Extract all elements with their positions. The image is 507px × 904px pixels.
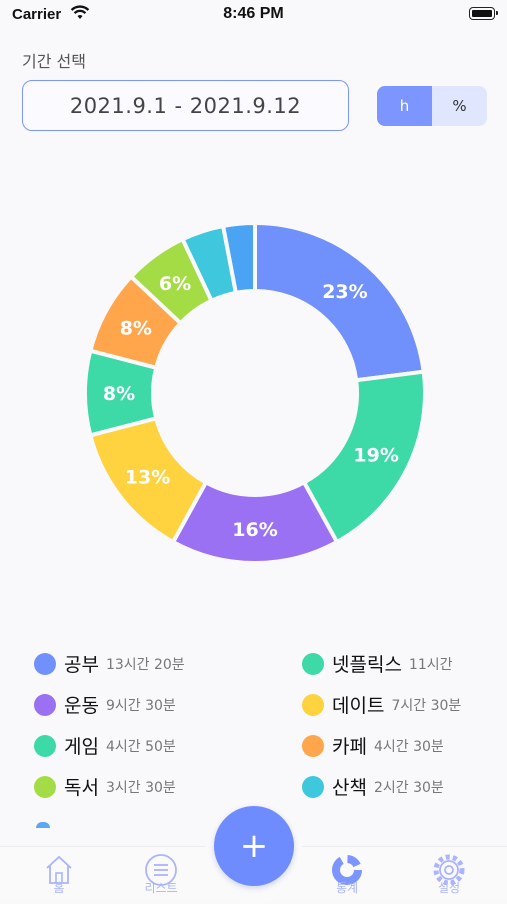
legend-item: 산책 2시간 30분 xyxy=(302,773,444,800)
unit-toggle: h % xyxy=(377,86,487,126)
legend-color-dot xyxy=(302,652,324,675)
period-label: 기간 선택 xyxy=(22,52,86,71)
tab-stats-label: 통계 xyxy=(335,881,359,895)
battery-icon xyxy=(469,7,498,20)
home-icon xyxy=(46,855,72,884)
status-bar: Carrier 8:46 PM xyxy=(0,0,507,32)
legend-item: 공부 13시간 20분 xyxy=(34,650,185,677)
donut-chart: 23% 19% 16% 13% 8% 8% 6% xyxy=(0,150,507,630)
gear-icon xyxy=(433,854,465,886)
legend-color-dot xyxy=(302,775,324,798)
legend-name: 공부 xyxy=(64,654,99,676)
legend-duration: 9시간 30분 xyxy=(105,697,176,714)
donut-slice-label-6: 8% xyxy=(120,317,152,339)
donut-slice-label-3: 16% xyxy=(232,519,277,541)
legend-duration: 4시간 50분 xyxy=(105,738,176,755)
donut-slice-label-4: 13% xyxy=(125,466,170,488)
legend-item: 데이트 7시간 30분 xyxy=(302,691,461,718)
legend-duration: 3시간 30분 xyxy=(105,779,176,796)
tab-settings[interactable]: 설정 xyxy=(419,853,479,897)
period-date-range-field[interactable]: 2021.9.1 - 2021.9.12 xyxy=(22,80,349,131)
donut-chart-svg: 23% 19% 16% 13% 8% 8% 6% xyxy=(83,220,427,565)
legend-duration: 11시간 xyxy=(408,656,453,673)
donut-slice-1 xyxy=(253,220,426,383)
unit-percent-button[interactable]: % xyxy=(452,97,467,115)
tab-list[interactable]: 리스트 xyxy=(131,853,191,897)
legend-color-dot xyxy=(34,693,56,716)
unit-hours-button[interactable]: h xyxy=(377,86,432,126)
status-time: 8:46 PM xyxy=(223,5,284,22)
legend-color-dot xyxy=(34,652,56,675)
legend-name: 산책 xyxy=(332,777,367,799)
tab-home-label: 홈 xyxy=(53,881,65,895)
list-icon xyxy=(145,854,177,886)
legend-duration: 4시간 30분 xyxy=(373,738,444,755)
legend-color-dot xyxy=(34,734,56,757)
legend-color-dot xyxy=(34,775,56,798)
donut-slice-label-2: 19% xyxy=(353,445,398,467)
next-legend-dot-partial xyxy=(36,822,50,828)
tab-settings-label: 설정 xyxy=(437,881,461,895)
legend-name: 독서 xyxy=(64,777,99,799)
donut-slice-label-5: 8% xyxy=(103,383,135,405)
add-record-button[interactable]: + xyxy=(214,806,294,886)
legend-color-dot xyxy=(302,693,324,716)
legend-duration: 7시간 30분 xyxy=(391,697,462,714)
legend-name: 넷플릭스 xyxy=(332,654,402,676)
carrier-label: Carrier xyxy=(12,6,62,23)
legend-name: 게임 xyxy=(64,736,99,758)
donut-slice-9 xyxy=(220,220,257,296)
legend-item: 운동 9시간 30분 xyxy=(34,691,176,718)
legend-duration: 2시간 30분 xyxy=(373,779,444,796)
tab-list-label: 리스트 xyxy=(144,881,178,895)
tab-stats[interactable]: 통계 xyxy=(317,853,377,897)
wifi-icon xyxy=(70,5,90,25)
legend-name: 데이트 xyxy=(332,695,385,717)
legend-item: 넷플릭스 11시간 xyxy=(302,650,453,677)
legend-item: 게임 4시간 50분 xyxy=(34,732,176,759)
legend-duration: 13시간 20분 xyxy=(105,656,185,673)
stats-icon xyxy=(332,855,362,885)
legend-name: 카페 xyxy=(332,736,367,758)
legend-item: 독서 3시간 30분 xyxy=(34,773,176,800)
donut-slice-label-7: 6% xyxy=(159,273,191,295)
donut-slice-label-1: 23% xyxy=(322,281,367,303)
legend-item: 카페 4시간 30분 xyxy=(302,732,444,759)
legend-color-dot xyxy=(302,734,324,757)
legend-name: 운동 xyxy=(64,695,99,717)
tab-home[interactable]: 홈 xyxy=(29,853,89,897)
